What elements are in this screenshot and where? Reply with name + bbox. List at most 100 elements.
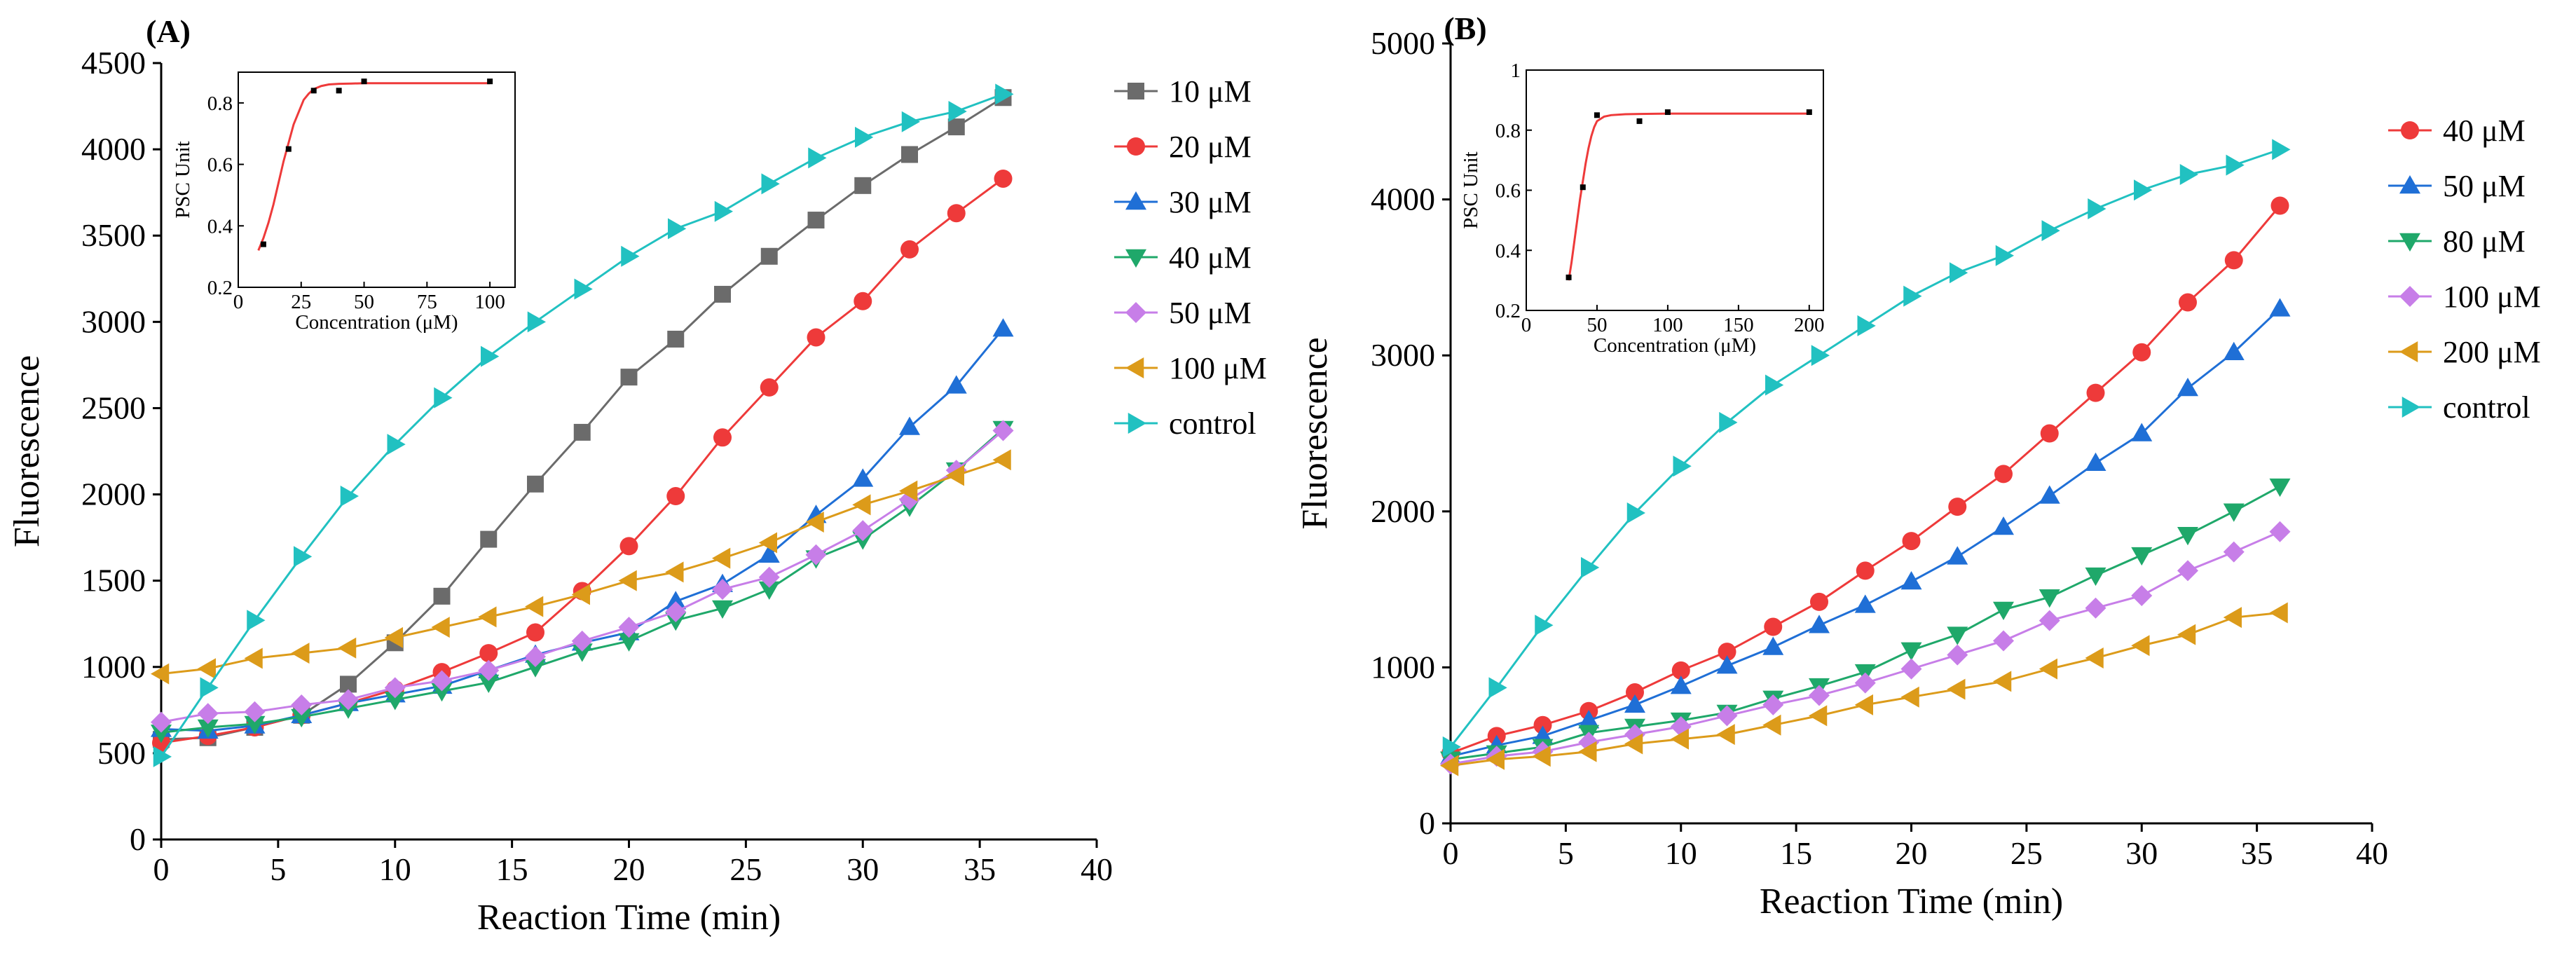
series-50-m — [151, 420, 1014, 733]
series-80-m — [1440, 478, 2291, 770]
x-tick-label: 5 — [1558, 835, 1574, 871]
x-tick-label: 25 — [2010, 835, 2043, 871]
data-point — [618, 570, 637, 591]
data-point — [1486, 748, 1505, 770]
data-point — [852, 468, 874, 487]
data-point — [2131, 547, 2153, 566]
x-tick-label: 0 — [1443, 835, 1459, 871]
data-point — [901, 146, 918, 163]
inset-y-tick-label: 0.2 — [1495, 300, 1521, 322]
y-tick-label: 3000 — [1371, 337, 1435, 373]
data-point — [2269, 298, 2291, 317]
data-point — [2039, 589, 2060, 608]
data-point — [1765, 374, 1784, 396]
data-point — [384, 677, 406, 699]
inset-data-point — [1594, 112, 1600, 118]
data-point — [1856, 561, 1875, 580]
legend-label: 20 μM — [1169, 130, 1252, 164]
data-point — [852, 520, 874, 542]
data-point — [621, 245, 640, 267]
legend-marker — [1125, 302, 1146, 323]
inset-data-point — [1636, 118, 1643, 124]
data-point — [900, 240, 919, 259]
data-point — [665, 591, 687, 610]
y-tick-label: 5000 — [1371, 25, 1435, 61]
data-point — [573, 423, 591, 441]
data-point — [1578, 710, 1600, 729]
legend: 40 μM 50 μM 80 μM 100 μM 200 μM control — [2388, 114, 2541, 425]
data-point — [338, 689, 359, 711]
data-point — [1900, 658, 1922, 680]
inset-x-tick-label: 50 — [354, 291, 374, 313]
legend-marker — [1127, 137, 1145, 156]
data-point — [2040, 424, 2059, 443]
legend-label: control — [2443, 390, 2530, 425]
data-point — [1764, 617, 1783, 636]
data-point — [2270, 196, 2289, 215]
data-point — [1947, 644, 1968, 666]
data-point — [1488, 677, 1507, 699]
legend-item: 40 μM — [2388, 114, 2526, 148]
data-point — [714, 200, 733, 222]
data-point — [338, 637, 357, 659]
data-point — [2131, 585, 2153, 607]
data-point — [714, 285, 731, 303]
data-point — [758, 566, 780, 588]
data-point — [1950, 262, 1968, 284]
x-axis-title: Reaction Time (min) — [477, 898, 781, 938]
inset-data-point — [310, 88, 317, 94]
legend-label: 40 μM — [2443, 114, 2526, 148]
data-point — [200, 677, 219, 699]
inset-y-axis-title: PSC Unit — [1460, 151, 1482, 228]
y-tick-label: 3500 — [81, 217, 146, 253]
data-point — [291, 643, 310, 664]
legend-label: 100 μM — [1169, 351, 1267, 385]
data-point — [1857, 315, 1876, 336]
inset-x-tick-label: 100 — [1652, 314, 1683, 336]
data-point — [854, 177, 872, 194]
data-point — [712, 600, 733, 619]
data-point — [2132, 343, 2151, 362]
data-point — [525, 646, 546, 668]
series-control — [1442, 139, 2291, 757]
data-point — [1670, 728, 1689, 750]
data-point — [2085, 647, 2104, 669]
series-100-m — [151, 449, 1011, 685]
inset-x-axis-title: Concentration (μM) — [1594, 334, 1756, 357]
inset-x-tick-label: 0 — [1521, 314, 1532, 336]
data-point — [2269, 478, 2291, 498]
data-point — [2041, 220, 2060, 242]
data-point — [1993, 671, 2012, 692]
data-point — [574, 278, 593, 300]
data-point — [805, 544, 827, 565]
data-point — [2179, 163, 2198, 185]
data-point — [1762, 636, 1784, 655]
legend-item: 100 μM — [2388, 280, 2541, 314]
data-point — [153, 746, 172, 767]
data-point — [1440, 755, 1459, 776]
inset-data-point — [361, 78, 367, 85]
y-tick-label: 4000 — [81, 131, 146, 167]
data-point — [197, 703, 219, 725]
data-point — [294, 546, 313, 568]
data-point — [431, 617, 450, 638]
x-tick-label: 35 — [2241, 835, 2273, 871]
data-point — [2224, 251, 2243, 270]
data-point — [1716, 705, 1738, 727]
data-point — [2269, 602, 2288, 624]
y-tick-label: 500 — [97, 735, 146, 771]
data-point — [1762, 694, 1784, 715]
data-point — [854, 292, 872, 310]
data-point — [525, 596, 544, 617]
data-point — [1993, 630, 2014, 652]
data-point — [1902, 532, 1921, 551]
legend-marker — [1128, 413, 1146, 434]
data-point — [712, 547, 731, 569]
data-point — [712, 578, 733, 600]
data-point — [525, 659, 546, 678]
data-point — [478, 659, 500, 681]
data-point — [666, 487, 685, 506]
y-tick-label: 4500 — [81, 45, 146, 81]
data-point — [1948, 498, 1967, 516]
inset-y-tick-label: 0.2 — [207, 277, 233, 299]
